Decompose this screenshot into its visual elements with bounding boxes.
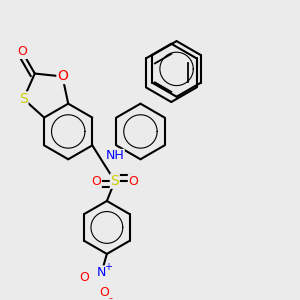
Text: O: O [91, 175, 101, 188]
Text: -: - [109, 292, 113, 300]
Text: O: O [57, 70, 68, 83]
Text: NH: NH [105, 149, 124, 163]
Text: S: S [19, 92, 28, 106]
Text: O: O [128, 175, 138, 188]
Text: O: O [17, 45, 27, 58]
Text: +: + [104, 262, 112, 272]
Text: O: O [99, 286, 109, 299]
Text: S: S [110, 174, 119, 188]
Text: N: N [97, 266, 106, 279]
Text: O: O [80, 271, 89, 284]
